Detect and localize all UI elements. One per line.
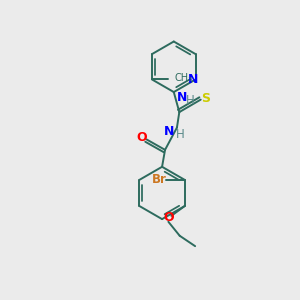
- Text: O: O: [136, 131, 147, 145]
- Text: O: O: [163, 211, 174, 224]
- Text: H: H: [176, 128, 185, 141]
- Text: S: S: [202, 92, 211, 105]
- Text: Br: Br: [152, 173, 166, 186]
- Text: CH₃: CH₃: [175, 73, 193, 83]
- Text: N: N: [164, 124, 175, 138]
- Text: H: H: [185, 94, 194, 107]
- Text: N: N: [188, 73, 199, 86]
- Text: N: N: [177, 91, 188, 104]
